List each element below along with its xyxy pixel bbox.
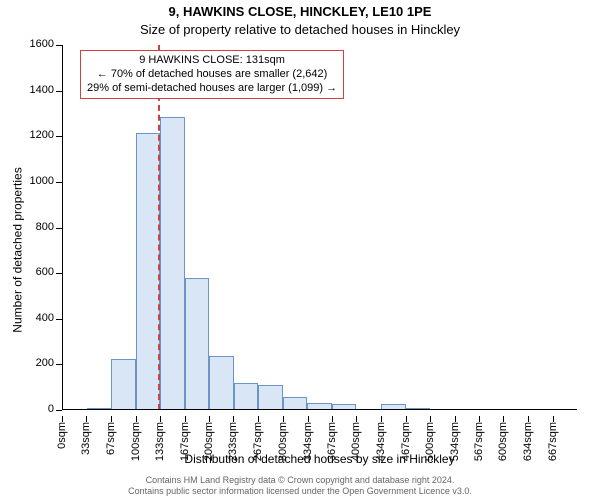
histogram-bar: [185, 278, 210, 410]
histogram-bar: [160, 117, 185, 410]
annot-line-1: 9 HAWKINS CLOSE: 131sqm: [87, 53, 337, 67]
histogram-bar: [111, 359, 136, 410]
property-size-marker: [158, 45, 160, 410]
chart-container: 9, HAWKINS CLOSE, HINCKLEY, LE10 1PE Siz…: [0, 0, 600, 500]
annot-line-2: ← 70% of detached houses are smaller (2,…: [87, 67, 337, 81]
histogram-bar: [258, 385, 283, 410]
annot-line-3: 29% of semi-detached houses are larger (…: [87, 81, 337, 95]
y-axis-line: [62, 45, 63, 410]
histogram-bar: [209, 356, 234, 410]
histogram-bar: [234, 383, 259, 410]
x-axis-line: [62, 409, 577, 410]
annotation-box: 9 HAWKINS CLOSE: 131sqm← 70% of detached…: [80, 50, 344, 99]
x-axis-label: Distribution of detached houses by size …: [62, 452, 577, 466]
footer-attribution: Contains HM Land Registry data © Crown c…: [18, 475, 582, 497]
title-line-1: 9, HAWKINS CLOSE, HINCKLEY, LE10 1PE: [0, 4, 600, 19]
histogram-bar: [136, 133, 161, 410]
plot-area: 020040060080010001200140016000sqm33sqm67…: [62, 45, 577, 410]
title-line-2: Size of property relative to detached ho…: [0, 22, 600, 37]
